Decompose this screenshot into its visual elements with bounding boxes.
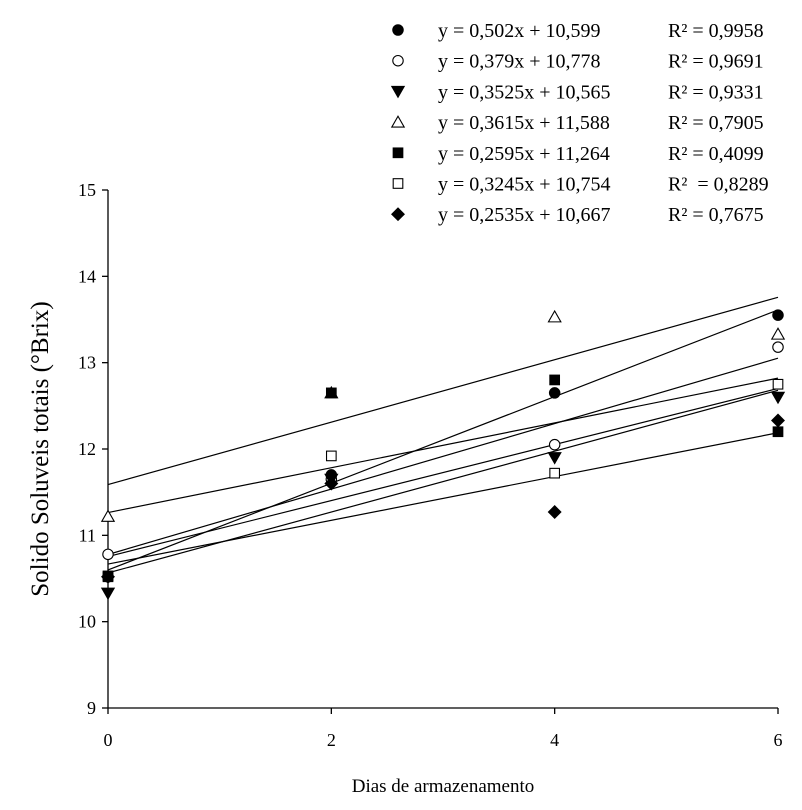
legend-equation: y = 0,379x + 10,778 [438,51,601,73]
legend-equation: y = 0,3245x + 10,754 [438,174,611,196]
data-point-series-4 [547,309,562,323]
y-axis-ticks: 9 10 11 12 13 14 15 [78,180,108,718]
data-point-series-6 [325,450,337,462]
data-point-series-5 [549,374,561,386]
y-tick-label: 10 [78,612,96,632]
trendline-series-6 [107,387,779,558]
y-axis-label: Solido Soluveis totais (°Brix) [27,301,54,596]
plot-area [107,190,778,709]
legend-marker-series-2 [392,54,404,67]
y-tick-label: 14 [78,266,96,286]
data-point-series-6 [549,467,561,479]
x-axis-ticks: 0 2 4 6 [104,708,783,750]
trendlines [107,296,779,574]
legend-marker-series-1 [392,24,404,36]
legend-equation: y = 0,2595x + 11,264 [438,143,610,165]
x-tick-label: 4 [550,730,559,750]
legend-marker-series-4 [390,115,406,128]
legend-r-squared: R² = 0,8289 [668,174,769,196]
data-point-series-4 [770,327,786,340]
data-point-series-2 [548,438,561,451]
legend-marker-series-7 [391,207,405,222]
legend-equation: y = 0,2535x + 10,667 [438,204,611,226]
data-point-series-2 [772,341,784,353]
data-point-series-7 [101,569,115,584]
legend-equation: y = 0,502x + 10,599 [438,20,601,42]
legend-marker-series-6 [392,178,404,189]
y-tick-label: 11 [79,525,96,545]
trendline-series-5 [107,377,779,514]
trendline-series-4 [107,296,779,486]
x-tick-label: 2 [327,730,336,750]
trendline-series-1 [107,309,779,571]
legend-r-squared: R² = 0,7675 [668,204,764,226]
legend-r-squared: R² = 0,9331 [668,81,764,103]
legend: y = 0,502x + 10,599 R² = 0,9958 y = 0,379x… [390,20,769,226]
y-tick-label: 12 [78,439,96,459]
data-point-series-6 [772,378,784,390]
data-point-series-2 [102,548,114,561]
y-tick-label: 13 [78,353,96,373]
legend-r-squared: R² = 0,7905 [668,112,764,134]
data-point-series-3 [547,452,562,465]
legend-equation: y = 0,3525x + 10,565 [438,81,611,103]
trendline-series-2 [107,357,779,556]
y-tick-label: 9 [87,698,96,718]
data-point-series-1 [548,387,561,399]
legend-r-squared: R² = 0,9958 [668,20,764,42]
legend-r-squared: R² = 0,4099 [668,143,764,165]
legend-equation: y = 0,3615x + 11,588 [438,112,610,134]
trendline-series-7 [107,432,779,565]
data-points [100,309,786,601]
data-point-series-3 [770,391,786,405]
data-point-series-7 [324,476,339,491]
data-point-series-3 [100,587,116,601]
data-point-series-7 [771,413,785,428]
legend-marker-series-3 [390,85,406,99]
data-point-series-5 [772,426,784,438]
x-axis-label: Dias de armazenamento [352,776,535,797]
trendline-series-3 [107,389,779,574]
legend-marker-series-5 [392,147,404,159]
data-point-series-1 [772,309,784,321]
data-point-series-5 [325,387,337,399]
legend-r-squared: R² = 0,9691 [668,51,764,73]
y-tick-label: 15 [78,180,96,200]
x-tick-label: 0 [104,730,113,750]
x-tick-label: 6 [774,730,783,750]
data-point-series-4 [100,509,116,522]
data-point-series-7 [547,505,562,520]
